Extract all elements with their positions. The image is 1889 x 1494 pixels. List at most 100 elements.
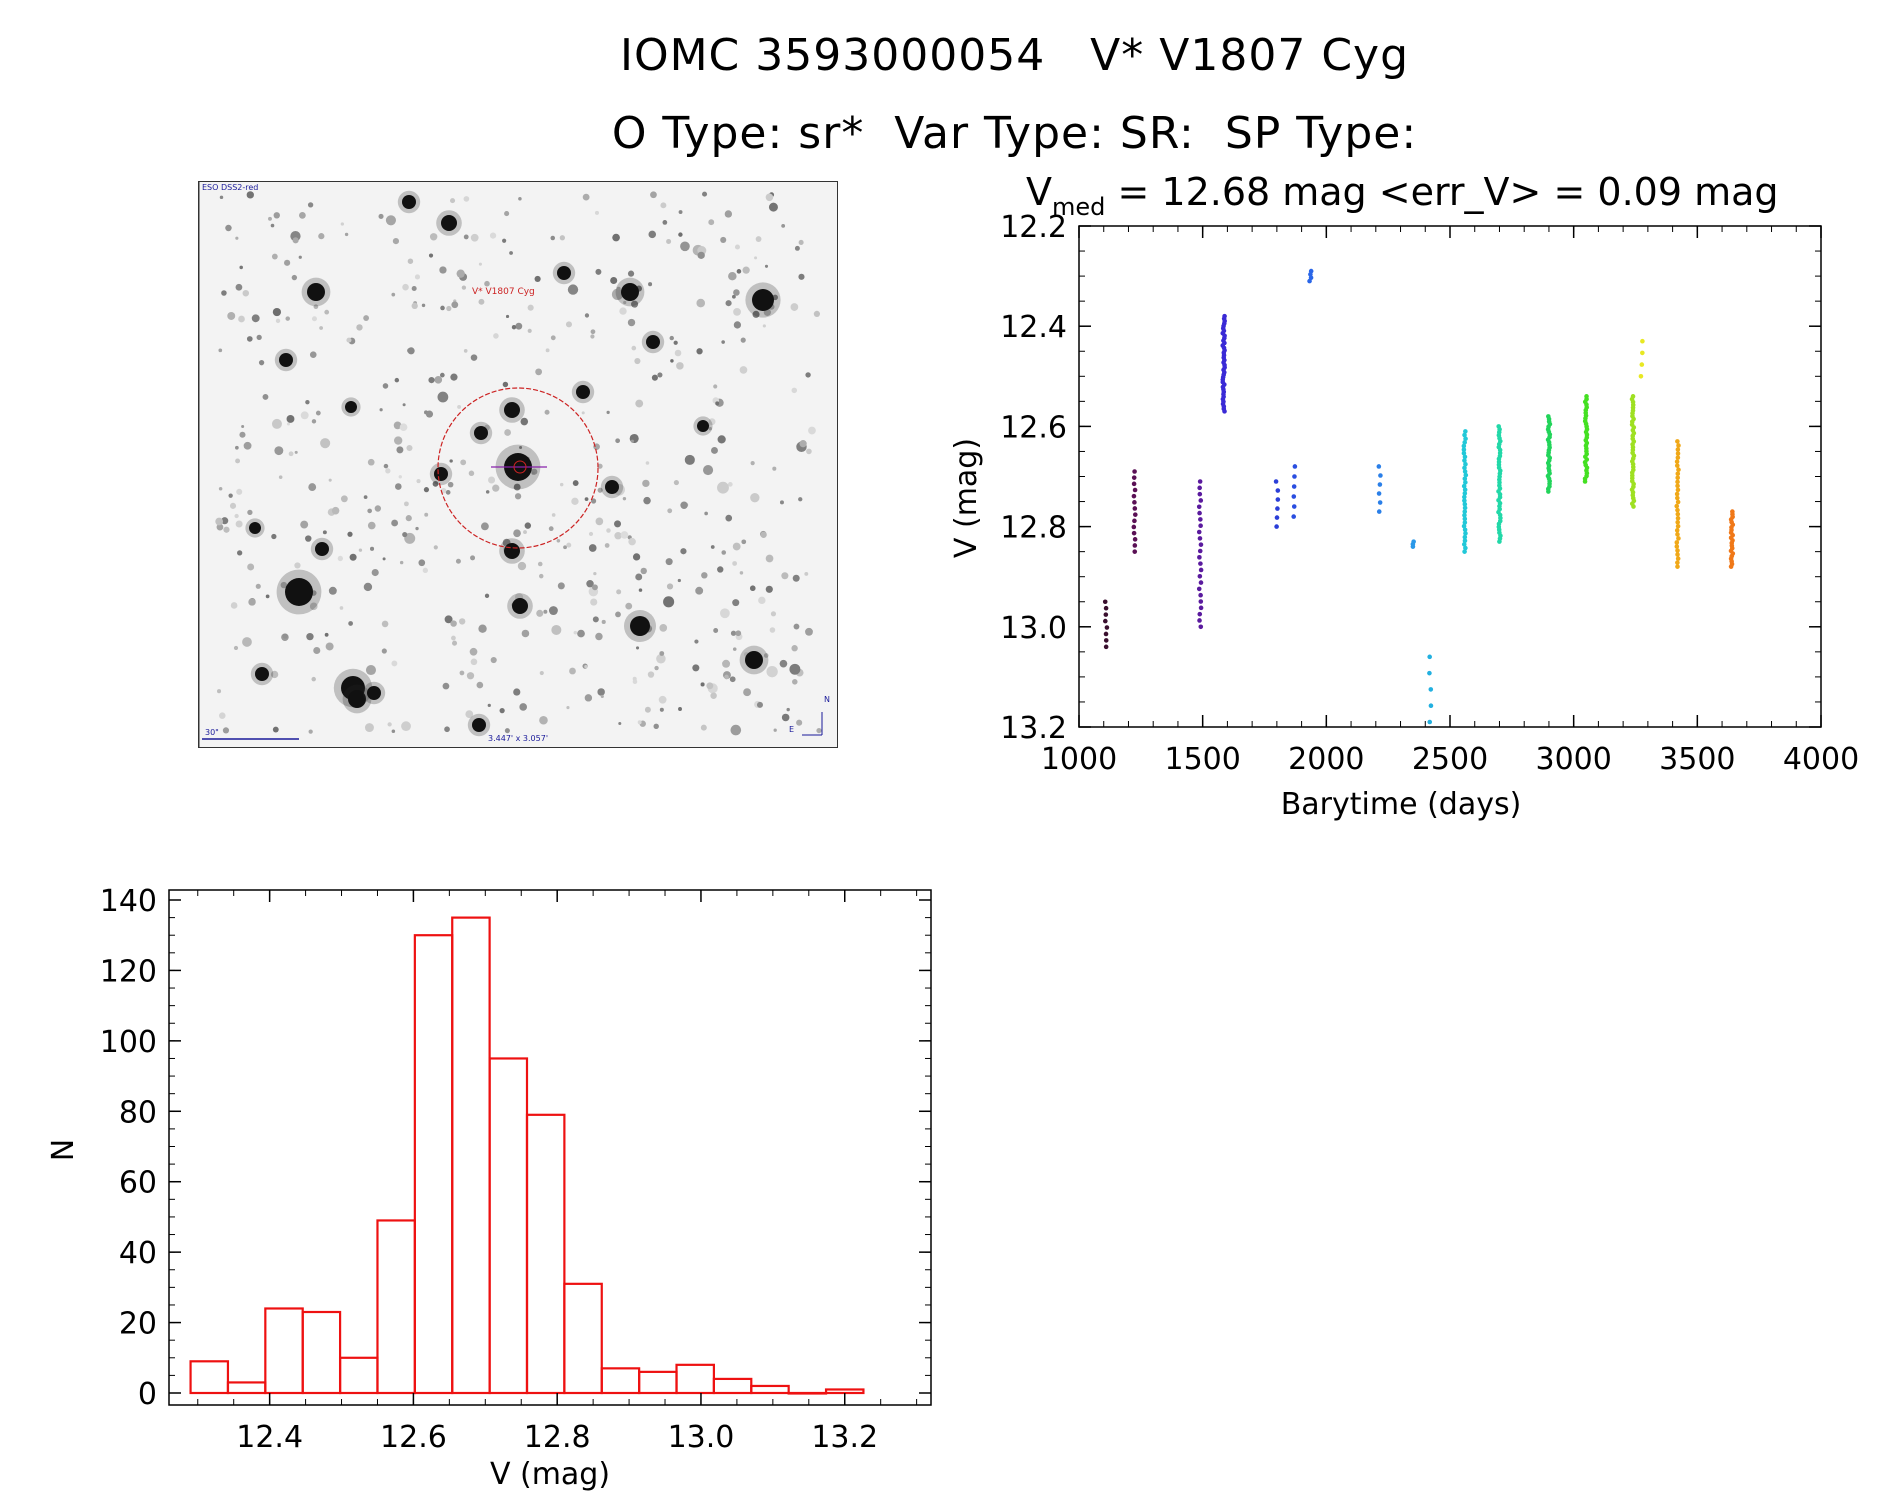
star bbox=[218, 486, 223, 491]
star bbox=[282, 633, 288, 639]
data-point bbox=[1497, 453, 1503, 459]
star bbox=[470, 233, 479, 242]
star bbox=[584, 694, 593, 702]
star bbox=[666, 583, 674, 590]
star bbox=[328, 586, 337, 595]
data-point bbox=[1103, 644, 1109, 650]
data-point bbox=[1582, 476, 1588, 482]
star bbox=[305, 535, 312, 542]
star bbox=[440, 372, 445, 378]
data-point bbox=[1131, 481, 1137, 487]
star bbox=[429, 233, 438, 241]
star bbox=[732, 294, 736, 299]
star bbox=[406, 445, 413, 452]
star bbox=[275, 318, 281, 324]
star bbox=[515, 322, 523, 330]
star bbox=[216, 523, 224, 531]
star bbox=[606, 528, 611, 533]
data-point bbox=[1220, 384, 1226, 390]
star bbox=[680, 241, 690, 252]
data-point bbox=[1221, 404, 1227, 409]
histogram-bar bbox=[451, 916, 491, 1395]
data-point bbox=[1629, 487, 1635, 492]
data-point bbox=[1582, 459, 1588, 465]
data-point bbox=[1222, 382, 1227, 387]
data-point bbox=[1497, 477, 1502, 482]
star bbox=[407, 347, 415, 355]
star bbox=[704, 511, 708, 516]
star bbox=[300, 411, 309, 420]
star bbox=[456, 269, 465, 278]
data-point bbox=[1197, 485, 1202, 491]
star bbox=[459, 670, 465, 676]
star bbox=[511, 324, 517, 330]
star bbox=[455, 558, 461, 564]
star bbox=[635, 646, 640, 650]
star bbox=[286, 422, 290, 426]
histogram-chart: 12.4 12.6 12.8 13.0 13.2 0 20 40 60 80 100 120 140 V… bbox=[46, 884, 932, 1492]
data-point bbox=[1546, 419, 1552, 424]
star bbox=[600, 694, 604, 698]
data-point bbox=[1497, 512, 1503, 518]
y-tick-label: 12.4 bbox=[1000, 310, 1067, 345]
star bbox=[248, 598, 256, 606]
data-point bbox=[1376, 491, 1382, 496]
star bbox=[233, 645, 239, 651]
star bbox=[625, 602, 633, 610]
star bbox=[398, 475, 402, 479]
data-point bbox=[1630, 490, 1636, 495]
data-point bbox=[1630, 461, 1636, 467]
x-tick-label: 2000 bbox=[1288, 742, 1364, 777]
star bbox=[379, 408, 383, 412]
data-point bbox=[1198, 498, 1204, 503]
data-point bbox=[1547, 434, 1552, 440]
star bbox=[270, 670, 279, 679]
star bbox=[631, 300, 639, 308]
y-tick-label: 12.8 bbox=[1000, 511, 1067, 546]
star bbox=[325, 642, 334, 651]
data-point bbox=[1462, 476, 1468, 482]
star bbox=[504, 429, 511, 436]
data-point bbox=[1462, 469, 1468, 474]
data-point bbox=[1583, 443, 1589, 449]
histogram-bar bbox=[264, 1307, 304, 1395]
star bbox=[243, 441, 252, 450]
data-point bbox=[1675, 451, 1681, 456]
data-point bbox=[1497, 536, 1503, 541]
data-point bbox=[1730, 522, 1736, 527]
star bbox=[659, 624, 668, 632]
histogram-bar bbox=[413, 934, 454, 1395]
bright-star bbox=[504, 402, 520, 418]
x-tick-label: 2500 bbox=[1412, 742, 1488, 777]
star bbox=[779, 500, 784, 505]
data-point bbox=[1220, 377, 1226, 382]
data-point bbox=[1497, 518, 1503, 524]
star bbox=[463, 234, 469, 240]
star bbox=[218, 348, 223, 353]
star bbox=[779, 659, 788, 668]
histogram-bar bbox=[750, 1384, 790, 1395]
x-tick-label: 1000 bbox=[1041, 742, 1117, 777]
star bbox=[300, 520, 309, 529]
bright-star bbox=[434, 467, 448, 481]
data-point bbox=[1462, 498, 1467, 503]
star bbox=[478, 298, 485, 305]
data-point bbox=[1308, 272, 1313, 277]
star bbox=[724, 674, 729, 680]
star bbox=[535, 368, 543, 376]
data-point bbox=[1583, 410, 1589, 416]
bright-star bbox=[348, 690, 366, 708]
data-point bbox=[1132, 469, 1137, 474]
data-point bbox=[1131, 493, 1137, 499]
star bbox=[673, 340, 678, 345]
data-point bbox=[1198, 599, 1204, 604]
data-point bbox=[1496, 527, 1502, 533]
data-point bbox=[1674, 491, 1680, 497]
star bbox=[439, 266, 447, 274]
star bbox=[739, 366, 748, 374]
star bbox=[729, 676, 736, 683]
star bbox=[717, 566, 724, 573]
star bbox=[548, 526, 554, 532]
data-point bbox=[1496, 521, 1502, 527]
data-point bbox=[1196, 529, 1202, 535]
